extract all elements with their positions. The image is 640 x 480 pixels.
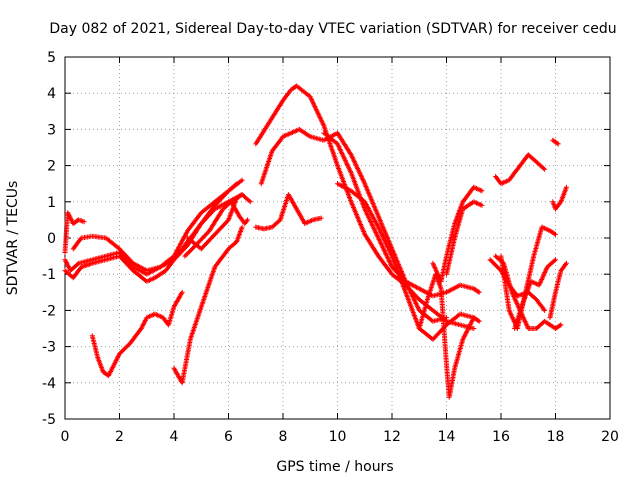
y-tick-label: -4 [42, 376, 56, 392]
series-arc-15 [430, 184, 485, 284]
data-marker-path [493, 152, 548, 187]
y-tick-label: 3 [47, 122, 56, 138]
data-marker-path [89, 289, 185, 379]
series-arc-18 [493, 152, 548, 187]
data-marker-path [171, 224, 245, 386]
data-marker-path [335, 181, 482, 342]
y-tick-label: 0 [47, 231, 56, 247]
series-arc-10 [258, 126, 449, 324]
y-tick-label: 4 [47, 86, 56, 102]
x-tick-label: 16 [492, 429, 510, 445]
data-marker-path [62, 181, 240, 277]
y-tick-label: 1 [47, 195, 56, 211]
grid [65, 57, 610, 419]
series-arc-2 [62, 181, 240, 277]
y-tick-label: 2 [47, 159, 56, 175]
chart-title: Day 082 of 2021, Sidereal Day-to-day VTE… [49, 21, 616, 37]
x-tick-label: 2 [115, 429, 124, 445]
data-marker-path [430, 184, 485, 284]
x-tick-label: 4 [170, 429, 179, 445]
data-marker-path [512, 257, 558, 331]
series-arc-1 [62, 210, 87, 255]
data-marker-path [258, 126, 449, 324]
x-axis-label: GPS time / hours [276, 459, 393, 475]
data-marker-path [550, 137, 561, 147]
series-arc-11 [253, 192, 324, 232]
series-arc-8 [171, 224, 245, 386]
data-marker-path [444, 199, 485, 277]
data-marker-path [547, 260, 569, 321]
x-tick-label: 10 [329, 429, 347, 445]
x-tick-label: 20 [601, 429, 619, 445]
series-arc-16 [444, 199, 485, 277]
data-marker-path [62, 210, 87, 255]
x-tick-label: 12 [383, 429, 401, 445]
series-arc-24 [550, 137, 561, 147]
x-tick-label: 14 [438, 429, 456, 445]
x-tick-label: 8 [279, 429, 288, 445]
y-tick-label: -5 [42, 412, 56, 428]
series-arc-23 [550, 184, 569, 212]
series-arc-21 [512, 257, 558, 331]
series-arc-4 [70, 177, 245, 274]
y-tick-label: -2 [42, 303, 56, 319]
series-arc-22 [547, 260, 569, 321]
x-tick-label: 0 [61, 429, 70, 445]
data-marker-path [70, 177, 245, 274]
series-arc-7 [89, 289, 185, 379]
x-tick-label: 6 [224, 429, 233, 445]
data-marker-path [182, 199, 251, 259]
x-tick-label: 18 [547, 429, 565, 445]
y-tick-label: -3 [42, 340, 56, 356]
y-axis-label: SDTVAR / TECUs [5, 181, 21, 296]
series-arc-6 [182, 199, 251, 259]
y-axis: -5 -4 -3 -2 -1 0 1 2 3 4 5 [42, 50, 610, 428]
x-axis: 0 2 4 6 8 10 12 14 16 18 20 [61, 57, 619, 445]
data-marker-path [253, 192, 324, 232]
data-points [62, 83, 569, 400]
y-tick-label: -1 [42, 267, 56, 283]
data-marker-path [550, 184, 569, 212]
y-tick-label: 5 [47, 50, 56, 66]
series-arc-13 [335, 181, 482, 342]
